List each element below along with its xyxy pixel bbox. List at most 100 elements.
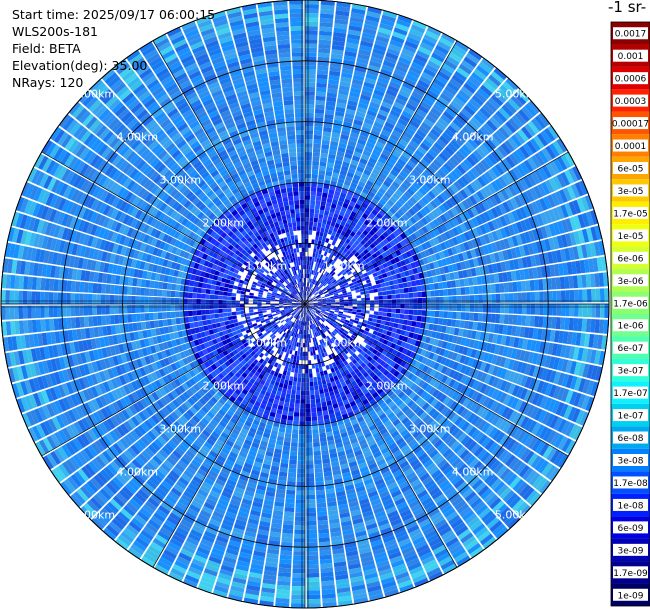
- ppi-cell: [572, 346, 580, 361]
- ppi-cell: [448, 471, 460, 483]
- ppi-cell: [322, 281, 327, 286]
- ppi-cell: [348, 567, 362, 574]
- ppi-cell: [310, 243, 315, 249]
- ppi-cell: [447, 334, 454, 343]
- ppi-cell: [573, 377, 582, 391]
- ppi-cell: [458, 328, 464, 337]
- ppi-cell: [305, 390, 310, 396]
- ppi-cell: [360, 94, 371, 102]
- ppi-cell: [367, 6, 382, 15]
- ppi-cell: [401, 546, 415, 555]
- ppi-cell: [340, 318, 346, 322]
- ppi-cell: [291, 389, 296, 395]
- ppi-cell: [401, 405, 410, 414]
- ppi-cell: [357, 263, 364, 269]
- ppi-cell: [388, 382, 396, 390]
- ppi-cell: [315, 394, 320, 399]
- ppi-cell: [326, 252, 331, 258]
- ppi-cell: [584, 333, 591, 348]
- ppi-cell: [296, 481, 305, 487]
- ppi-cell: [474, 417, 484, 429]
- ppi-cell: [480, 125, 492, 138]
- ppi-cell: [408, 256, 415, 263]
- ppi-cell: [358, 49, 371, 57]
- ppi-cell: [305, 52, 317, 57]
- ppi-cell: [306, 572, 320, 578]
- ppi-cell: [575, 409, 585, 425]
- ppi-cell: [422, 329, 429, 336]
- ppi-cell: [294, 368, 299, 374]
- ppi-cell: [335, 379, 341, 385]
- ppi-cell: [480, 173, 491, 185]
- ppi-cell: [391, 129, 402, 138]
- ppi-cell: [381, 101, 393, 110]
- ppi-cell: [320, 264, 325, 270]
- ppi-cell: [487, 412, 497, 424]
- ppi-cell: [385, 478, 396, 487]
- ppi-cell: [321, 317, 326, 322]
- ppi-cell: [363, 242, 370, 249]
- ppi-cell: [368, 202, 376, 209]
- ppi-cell: [486, 313, 492, 323]
- ppi-cell: [396, 365, 404, 373]
- ppi-cell: [336, 397, 343, 403]
- ppi-cell: [361, 202, 369, 209]
- ppi-cell: [309, 283, 312, 288]
- ppi-cell: [283, 401, 290, 407]
- ppi-cell: [319, 284, 324, 289]
- ppi-cell: [550, 432, 561, 446]
- ppi-cell: [376, 80, 388, 89]
- ppi-cell: [331, 371, 337, 377]
- ppi-cell: [559, 403, 569, 418]
- ppi-cell: [449, 493, 461, 504]
- ppi-cell: [390, 446, 400, 454]
- ppi-cell: [410, 442, 420, 451]
- ppi-cell: [456, 372, 464, 382]
- ppi-cell: [337, 337, 342, 343]
- ppi-cell: [406, 36, 421, 46]
- ppi-cell: [452, 335, 458, 344]
- ppi-cell: [360, 423, 369, 431]
- ppi-cell: [470, 497, 483, 509]
- ppi-cell: [534, 115, 547, 129]
- ppi-cell: [340, 340, 345, 346]
- ppi-cell: [280, 550, 293, 556]
- ppi-cell: [365, 293, 370, 298]
- ppi-cell: [568, 201, 578, 216]
- ppi-cell: [373, 275, 380, 281]
- ppi-cell: [305, 199, 310, 205]
- ppi-cell: [557, 436, 569, 451]
- ppi-cell: [437, 117, 449, 128]
- ppi-cell: [316, 82, 327, 88]
- ppi-cell: [489, 195, 498, 207]
- ppi-cell: [367, 585, 382, 593]
- ppi-cell: [471, 217, 480, 228]
- ppi-cell: [317, 515, 328, 521]
- ppi-cell: [350, 419, 358, 426]
- ppi-cell: [426, 89, 439, 100]
- ppi-cell: [332, 245, 338, 252]
- ppi-cell: [518, 109, 531, 123]
- ppi-cell: [432, 218, 440, 228]
- ppi-cell: [319, 209, 325, 215]
- ppi-cell: [317, 519, 329, 526]
- ppi-cell: [453, 478, 465, 489]
- ppi-cell: [361, 300, 366, 304]
- ppi-cell: [312, 289, 316, 294]
- ppi-cell: [369, 307, 375, 311]
- ppi-cell: [376, 332, 383, 338]
- ppi-cell: [290, 394, 296, 400]
- ppi-cell: [331, 347, 336, 353]
- ppi-cell: [358, 438, 367, 446]
- ppi-cell: [443, 59, 458, 70]
- ppi-cell: [556, 173, 567, 188]
- ppi-cell: [324, 266, 329, 272]
- ppi-cell: [391, 385, 399, 393]
- ppi-cell: [500, 142, 512, 155]
- ppi-cell: [456, 262, 462, 271]
- ppi-cell: [466, 208, 475, 219]
- ppi-cell: [371, 543, 385, 552]
- ppi-cell: [344, 389, 351, 396]
- ppi-cell: [505, 454, 516, 467]
- ppi-cell: [459, 223, 468, 233]
